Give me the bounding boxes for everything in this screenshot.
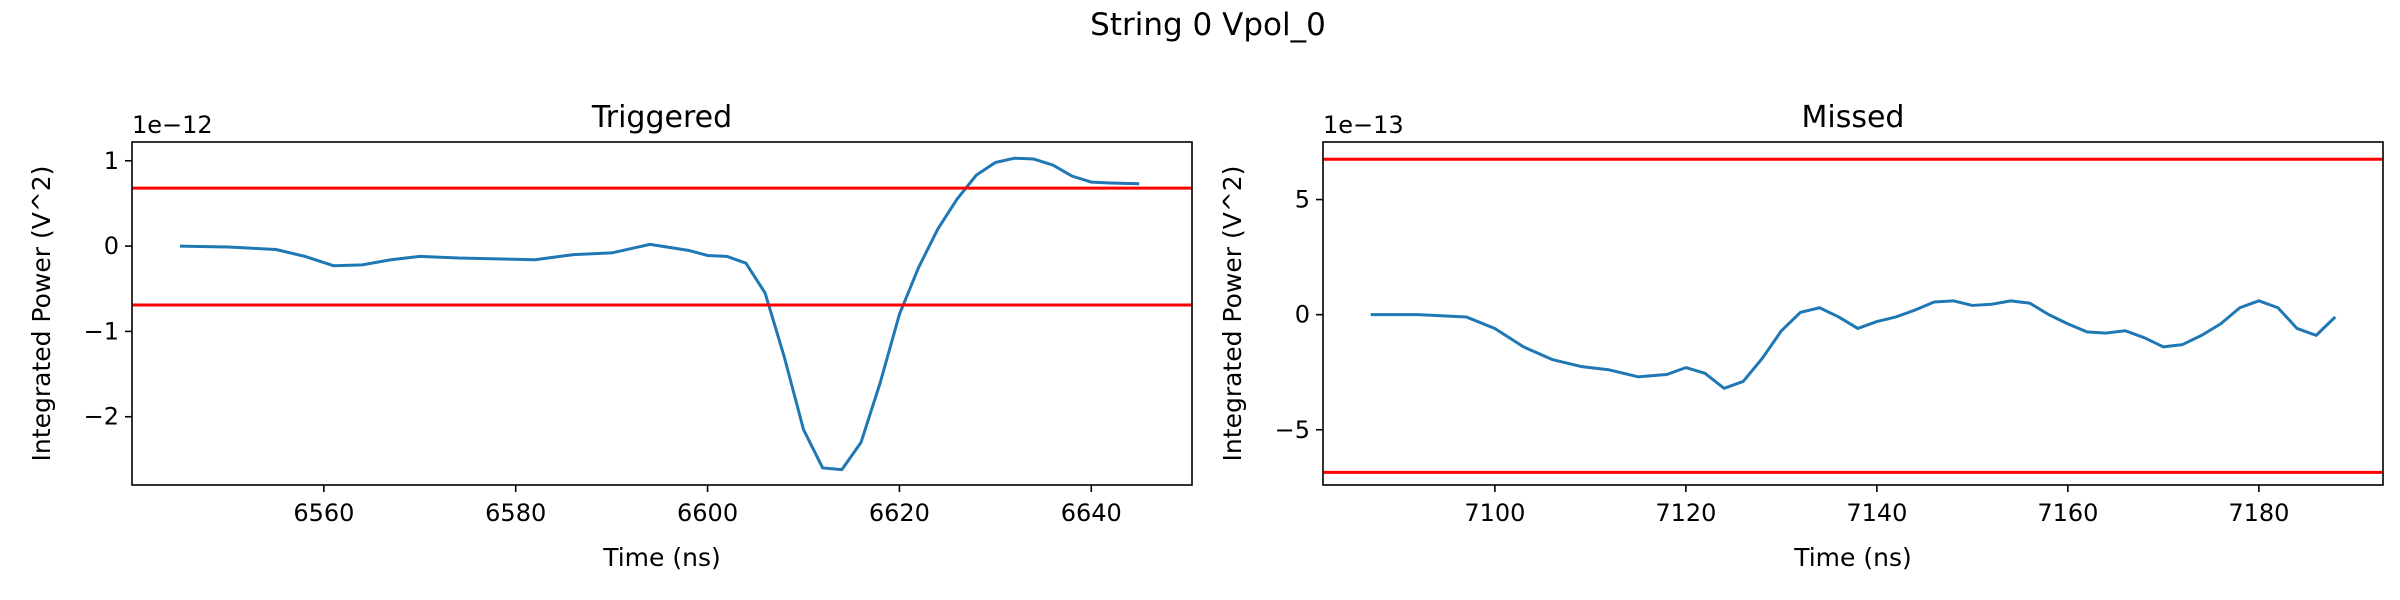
x-axis-label: Time (ns) xyxy=(602,543,721,572)
axis-offset-label: 1e−12 xyxy=(132,111,213,139)
y-tick-label: 0 xyxy=(1295,301,1310,329)
chart-panel-missed: 7100 7120 7140 7160 7180 −5 0 5 Missed Time (ns) I… xyxy=(1218,100,2384,572)
series-line xyxy=(179,156,1140,472)
panel-title: Missed xyxy=(1802,100,1905,135)
x-tick-label: 7160 xyxy=(2037,499,2098,527)
y-tick-label: −5 xyxy=(1275,416,1310,444)
x-tick-label: 6620 xyxy=(869,499,930,527)
x-tick-label: 6600 xyxy=(677,499,738,527)
x-tick-label: 7180 xyxy=(2228,499,2289,527)
axes-frame xyxy=(131,141,1193,486)
x-axis-label: Time (ns) xyxy=(1793,543,1912,572)
x-tick-label: 7140 xyxy=(1846,499,1907,527)
x-tick-label: 7120 xyxy=(1655,499,1716,527)
y-tick-label: −2 xyxy=(84,403,119,431)
axes-frame xyxy=(1322,141,2384,486)
x-tick-label: 6580 xyxy=(485,499,546,527)
x-tick-label: 6560 xyxy=(293,499,354,527)
y-tick-label: 0 xyxy=(104,232,119,260)
y-axis-label: Integrated Power (V^2) xyxy=(1218,166,1247,462)
panel-title: Triggered xyxy=(591,100,732,135)
y-tick-label: 5 xyxy=(1295,186,1310,214)
x-tick-label: 7100 xyxy=(1464,499,1525,527)
axis-offset-label: 1e−13 xyxy=(1323,111,1404,139)
y-tick-label: −1 xyxy=(84,317,119,345)
chart-panel-triggered: 6560 6580 6600 6620 6640 −2 −1 0 1 Triggered Time … xyxy=(27,100,1193,572)
y-axis-label: Integrated Power (V^2) xyxy=(27,166,56,462)
series-line xyxy=(1370,299,2337,390)
x-tick-label: 6640 xyxy=(1061,499,1122,527)
y-tick-label: 1 xyxy=(104,147,119,175)
figure-title: String 0 Vpol_0 xyxy=(1090,7,1326,43)
